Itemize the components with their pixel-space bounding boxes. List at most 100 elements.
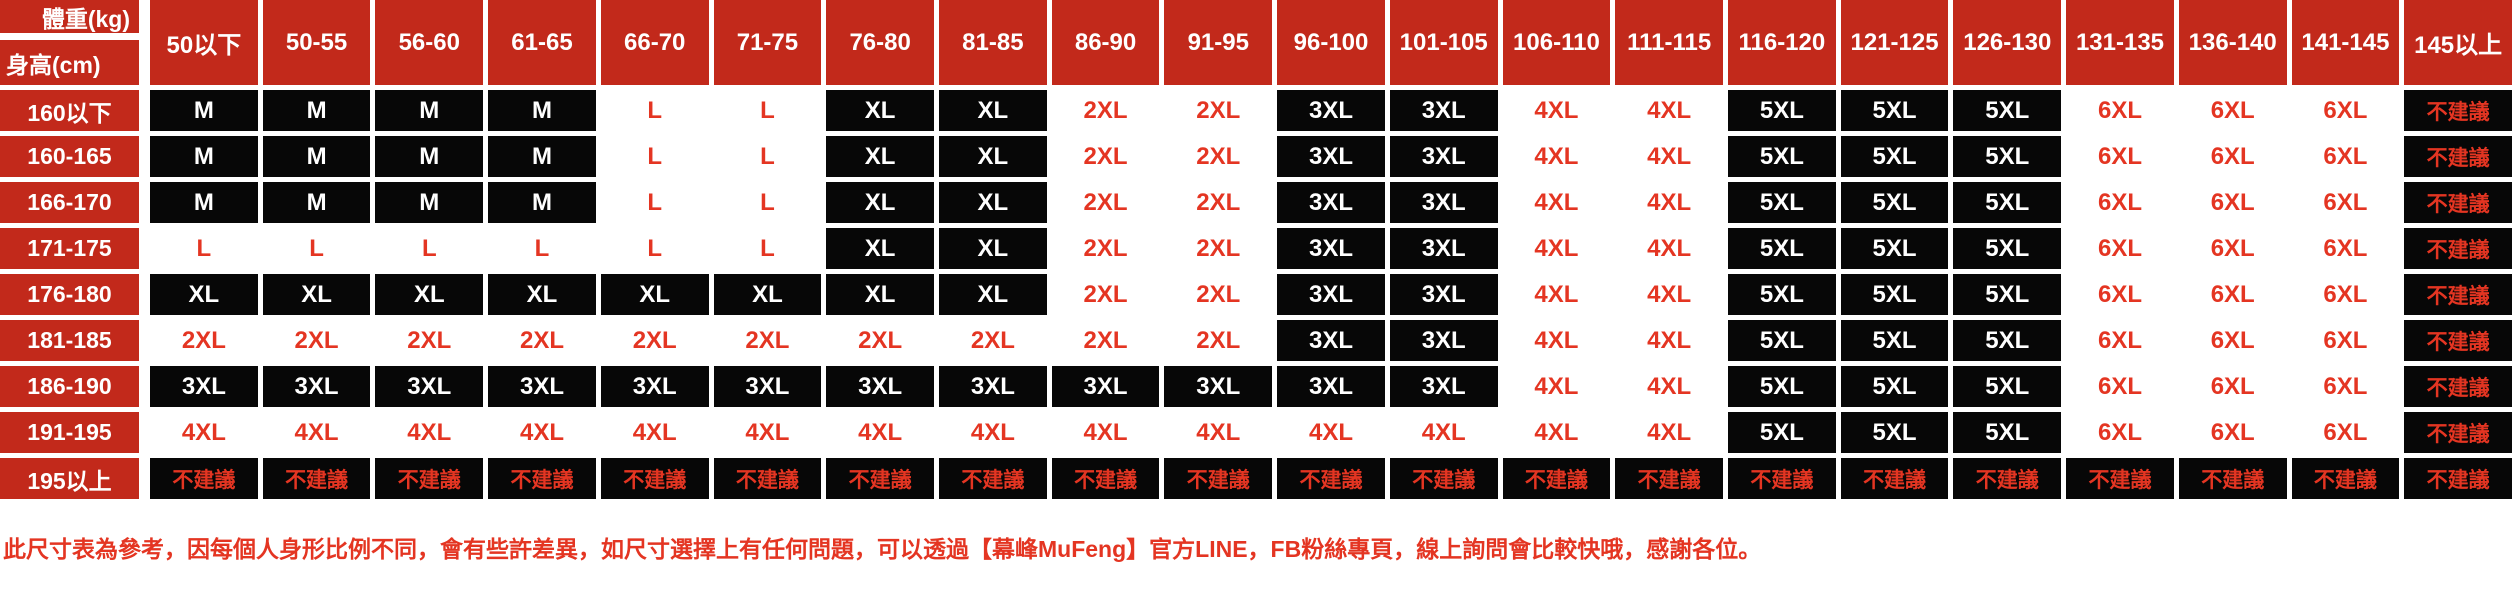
size-cell: 6XL [2097,234,2142,262]
size-cell: 4XL [519,418,564,446]
weight-header-cell: 50以下 [150,0,258,85]
size-cell: 6XL [2097,142,2142,170]
weight-header-cell: 91-95 [1164,0,1273,85]
size-cell: XL [939,228,1047,269]
size-cell: 3XL [1389,320,1498,361]
size-cell: 3XL [150,366,258,407]
size-cell: 5XL [1953,274,2062,315]
height-header-cell: 176-180 [0,274,145,315]
height-header-cell: 166-170 [0,182,145,223]
size-cell: M [150,182,258,223]
size-cell: 5XL [1728,182,1836,223]
size-cell: 6XL [2323,142,2368,170]
size-cell: M [375,136,484,177]
corner-header-cell: 體重(kg) 身高(cm) [0,0,145,85]
size-cell: 2XL [181,326,226,354]
size-cell: 3XL [1389,90,1498,131]
weight-header-cell: 145以上 [2404,0,2512,85]
size-cell: 4XL [1534,418,1579,446]
size-cell: 4XL [1647,418,1692,446]
size-cell: 3XL [1389,366,1498,407]
size-cell: 3XL [262,366,371,407]
weight-header-cell: 121-125 [1840,0,1949,85]
size-cell: 5XL [1953,412,2062,453]
weight-header-cell: 131-135 [2066,0,2174,85]
size-cell: 2XL [1196,326,1241,354]
size-cell: 3XL [1164,366,1273,407]
size-cell: 4XL [1647,234,1692,262]
size-cell: 4XL [1534,372,1579,400]
size-cell: L [760,188,775,216]
size-cell: L [760,96,775,124]
size-cell: 不建議 [1051,458,1160,499]
size-cell: 不建議 [600,458,709,499]
size-cell: 不建議 [1840,458,1949,499]
size-cell: XL [826,136,934,177]
size-cell: XL [262,274,371,315]
size-cell: M [262,182,371,223]
size-cell: 2XL [294,326,339,354]
height-header-cell: 186-190 [0,366,145,407]
size-cell: 5XL [1953,366,2062,407]
size-cell: 5XL [1728,366,1836,407]
size-cell: 5XL [1953,90,2062,131]
size-cell: XL [150,274,258,315]
size-cell: 5XL [1840,136,1949,177]
size-cell: 不建議 [150,458,258,499]
size-cell: 5XL [1953,182,2062,223]
size-cell: 3XL [1277,90,1385,131]
size-cell: XL [713,274,822,315]
weight-header-cell: 86-90 [1051,0,1160,85]
size-cell: 4XL [1647,280,1692,308]
size-cell: 3XL [1389,274,1498,315]
size-cell: 5XL [1728,136,1836,177]
size-cell: 4XL [745,418,790,446]
size-cell: 5XL [1953,136,2062,177]
size-cell: 2XL [1196,142,1241,170]
size-cell: 不建議 [1164,458,1273,499]
size-cell: 4XL [1196,418,1241,446]
size-cell: 不建議 [375,458,484,499]
height-header-cell: 160-165 [0,136,145,177]
size-cell: 6XL [2323,280,2368,308]
size-cell: L [196,234,212,262]
size-cell: 6XL [2097,418,2142,446]
size-cell: M [375,182,484,223]
weight-header-cell: 136-140 [2178,0,2287,85]
size-cell: 4XL [1534,326,1579,354]
size-cell: 4XL [1534,142,1579,170]
size-cell: 6XL [2323,326,2368,354]
size-cell: 3XL [1277,182,1385,223]
size-cell: 5XL [1840,412,1949,453]
size-cell: 5XL [1728,274,1836,315]
size-cell: 4XL [1308,418,1353,446]
size-cell: 3XL [826,366,934,407]
size-cell: 5XL [1840,90,1949,131]
size-cell: M [262,136,371,177]
size-cell: XL [600,274,709,315]
size-cell: 2XL [1083,142,1128,170]
size-cell: 6XL [2323,234,2368,262]
weight-header-cell: 111-115 [1615,0,1723,85]
size-cell: 不建議 [2404,412,2512,453]
weight-header-cell: 81-85 [939,0,1047,85]
weight-header-cell: 126-130 [1953,0,2062,85]
size-cell: 2XL [858,326,903,354]
size-cell: 不建議 [2404,182,2512,223]
height-header-cell: 160以下 [0,90,145,131]
size-cell: L [760,142,775,170]
size-cell: 4XL [1647,326,1692,354]
size-cell: 5XL [1840,182,1949,223]
size-cell: XL [826,90,934,131]
size-cell: 3XL [1277,136,1385,177]
size-cell: 2XL [1196,188,1241,216]
size-cell: 6XL [2323,372,2368,400]
size-cell: 3XL [1389,228,1498,269]
size-cell: L [760,234,775,262]
size-cell: 4XL [407,418,452,446]
weight-header-cell: 96-100 [1277,0,1385,85]
size-cell: 6XL [2323,96,2368,124]
size-cell: 5XL [1728,320,1836,361]
weight-header-cell: 141-145 [2291,0,2400,85]
size-cell: 不建議 [2291,458,2400,499]
